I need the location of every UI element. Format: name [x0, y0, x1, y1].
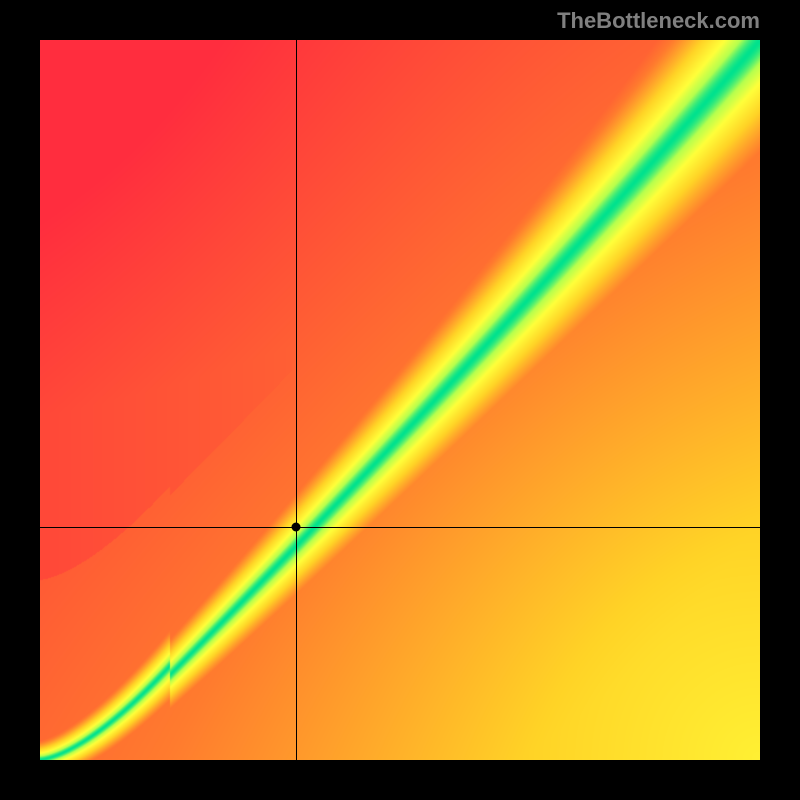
- crosshair-vertical: [296, 40, 297, 760]
- crosshair-marker: [291, 522, 300, 531]
- plot-area: [40, 40, 760, 760]
- chart-container: TheBottleneck.com: [0, 0, 800, 800]
- crosshair-horizontal: [40, 527, 760, 528]
- watermark-text: TheBottleneck.com: [557, 8, 760, 34]
- heatmap-canvas: [40, 40, 760, 760]
